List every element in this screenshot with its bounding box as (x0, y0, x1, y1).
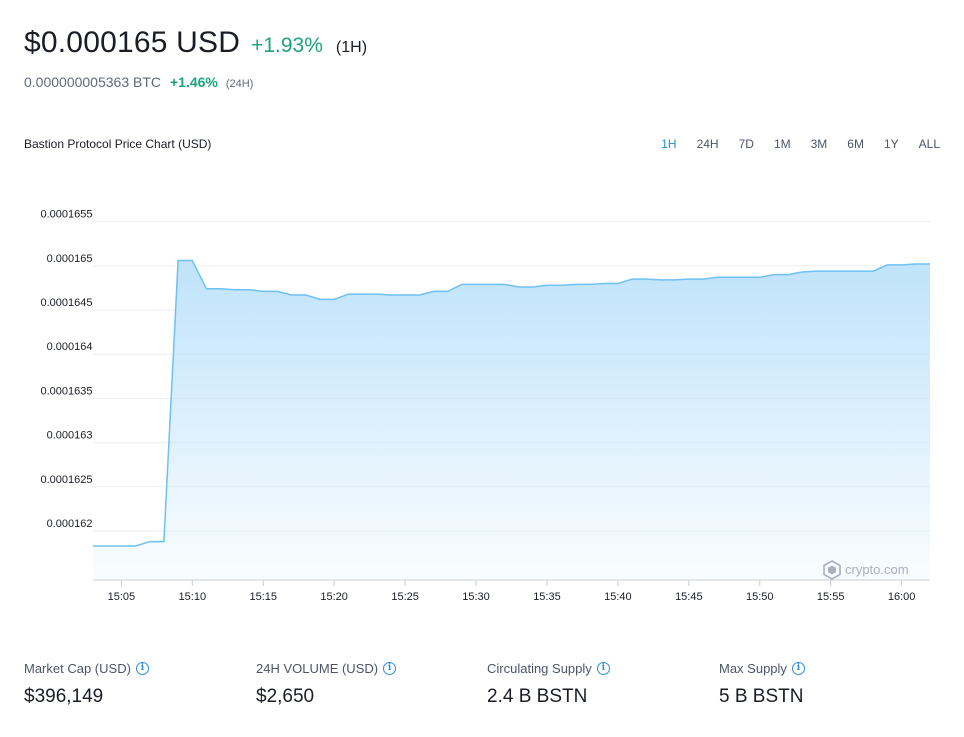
range-1y[interactable]: 1Y (883, 137, 899, 151)
info-icon[interactable]: i (135, 662, 149, 675)
crypto-com-logo-icon (823, 560, 841, 580)
x-tick-label: 15:45 (675, 591, 703, 603)
y-tick-label: 0.000165 (47, 253, 93, 265)
info-icon[interactable]: i (383, 662, 397, 675)
price-btc: 0.000000005363 BTC (24, 74, 161, 90)
x-tick-label: 16:00 (888, 591, 916, 603)
range-7d[interactable]: 7D (738, 137, 754, 151)
watermark-text: crypto.com (845, 562, 909, 577)
range-6m[interactable]: 6M (847, 137, 864, 151)
range-selector: 1H 24H 7D 1M 3M 6M 1Y ALL (641, 137, 940, 151)
info-icon[interactable]: i (596, 662, 610, 675)
y-tick-label: 0.0001625 (41, 474, 93, 486)
y-tick-label: 0.0001645 (41, 297, 93, 309)
x-tick-label: 15:40 (604, 591, 632, 603)
y-tick-label: 0.0001635 (41, 385, 93, 397)
x-tick-label: 15:55 (817, 591, 845, 603)
stat-value-circulating-supply: 2.4 B BSTN (487, 686, 588, 707)
stat-circulating-supply: Circulating Supply i 2.4 B BSTN (487, 661, 610, 708)
price-area (93, 260, 930, 580)
change-usd: +1.93% (251, 34, 323, 57)
x-tick-label: 15:50 (746, 591, 774, 603)
y-tick-label: 0.000162 (47, 518, 93, 530)
stat-label-max-supply: Max Supply (719, 661, 787, 676)
range-24h[interactable]: 24H (696, 137, 719, 151)
price-line (93, 259, 930, 547)
price-usd: $0.000165 USD (24, 26, 241, 59)
stat-market-cap: Market Cap (USD) i $396,149 (24, 661, 149, 708)
x-tick-label: 15:20 (320, 591, 348, 603)
watermark: crypto.com (823, 560, 909, 580)
stat-label-volume: 24H VOLUME (USD) (256, 661, 379, 676)
y-tick-label: 0.000163 (47, 430, 93, 442)
stat-value-max-supply: 5 B BSTN (719, 686, 804, 707)
range-3m[interactable]: 3M (810, 137, 828, 151)
y-tick-label: 0.000164 (47, 341, 93, 353)
btc-row: 0.000000005363 BTC +1.46% (24H) (24, 74, 253, 90)
stat-value-volume: $2,650 (256, 686, 315, 707)
x-tick-label: 15:15 (249, 591, 277, 603)
x-tick-label: 15:30 (462, 591, 490, 603)
stat-volume: 24H VOLUME (USD) i $2,650 (256, 661, 397, 708)
range-1m[interactable]: 1M (773, 137, 791, 151)
x-tick-label: 15:05 (108, 591, 136, 603)
stat-value-market-cap: $396,149 (24, 686, 104, 707)
change-btc: +1.46% (170, 74, 218, 90)
period-btc: (24H) (225, 78, 254, 90)
stat-max-supply: Max Supply i 5 B BSTN (719, 661, 805, 708)
price-chart[interactable]: 0.0001655 0.000165 0.0001645 0.000164 0.0001… (0, 190, 964, 620)
y-tick-label: 0.0001655 (41, 209, 93, 221)
x-tick-label: 15:35 (533, 591, 561, 603)
period-usd: (1H) (335, 39, 368, 56)
range-1h[interactable]: 1H (661, 137, 677, 151)
x-tick-label: 15:25 (391, 591, 419, 603)
range-all[interactable]: ALL (918, 137, 940, 151)
info-icon[interactable]: i (791, 662, 805, 675)
x-tick-label: 15:10 (179, 591, 207, 603)
chart-title: Bastion Protocol Price Chart (USD) (24, 137, 212, 151)
stat-label-market-cap: Market Cap (USD) (24, 661, 131, 676)
stat-label-circulating-supply: Circulating Supply (487, 661, 592, 676)
price-header: $0.000165 USD +1.93% (1H) (24, 26, 367, 60)
